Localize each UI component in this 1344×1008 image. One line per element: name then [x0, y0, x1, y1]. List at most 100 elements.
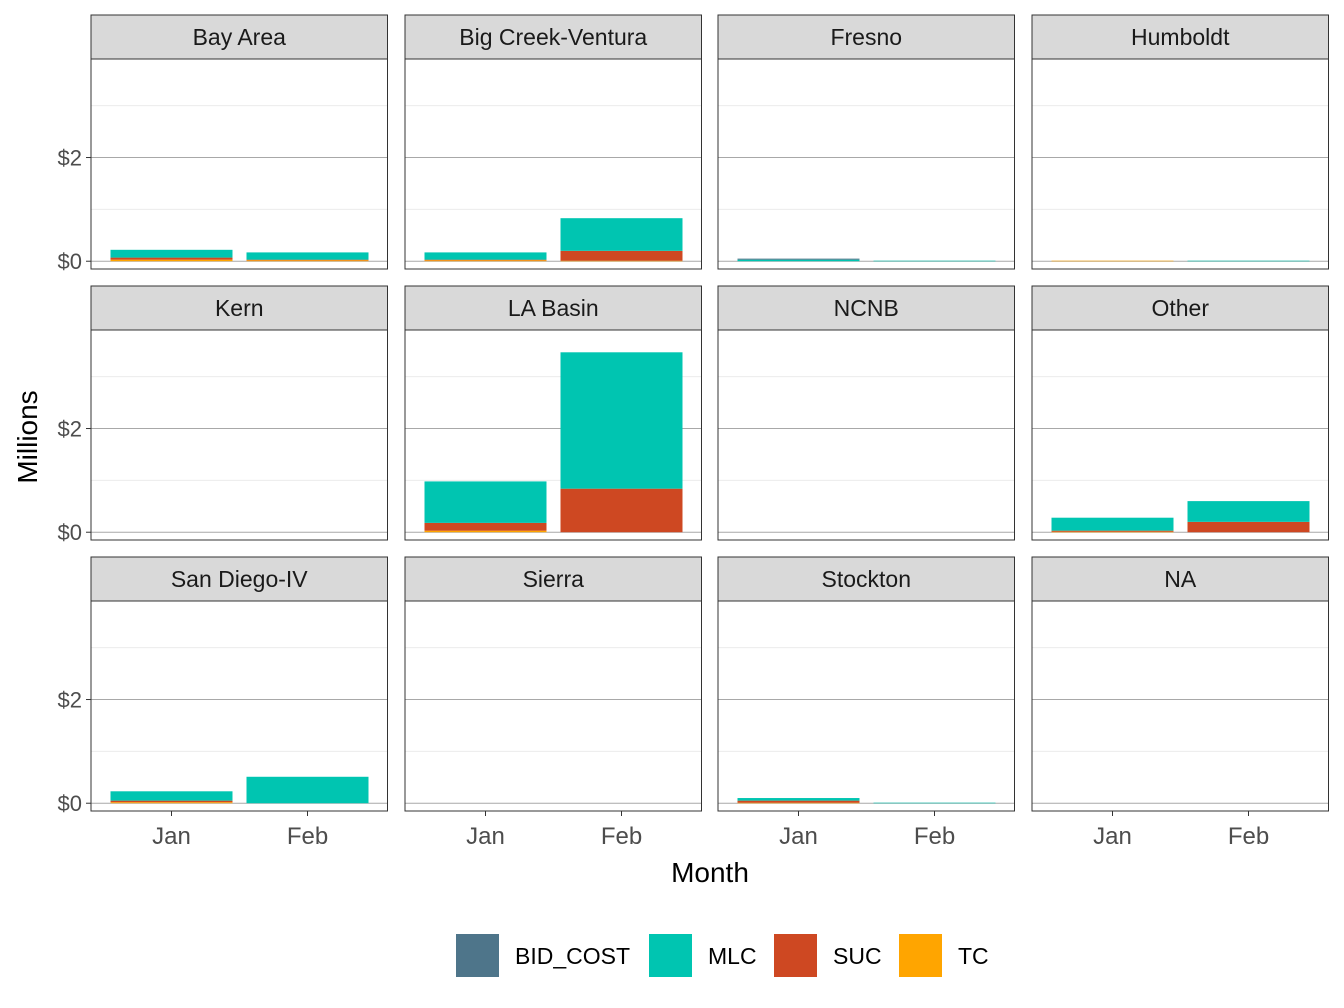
x-tick-label: Feb — [1228, 823, 1269, 850]
facet-strip — [90, 556, 388, 602]
x-tick-label: Feb — [914, 823, 955, 850]
bar-segment-mlc — [873, 802, 996, 804]
facet-panel: NCNB — [717, 285, 1015, 541]
x-tick-label: Jan — [779, 823, 818, 850]
bar-segment-mlc — [424, 481, 547, 523]
facet-panel: Kern — [90, 285, 388, 541]
panel-border — [717, 329, 1015, 541]
facet-strip — [90, 14, 388, 60]
legend-label: MLC — [708, 943, 757, 969]
bar-segment-tc — [246, 260, 369, 262]
panel-background — [91, 59, 388, 269]
legend-item: BID_COST — [456, 934, 630, 977]
legend-swatch — [774, 934, 817, 977]
bar-segment-tc — [110, 802, 233, 804]
facet-panel: Fresno — [717, 14, 1015, 270]
legend-label: TC — [958, 943, 989, 969]
panel-background — [91, 601, 388, 811]
legend-item: SUC — [774, 934, 882, 977]
panel-background — [718, 601, 1015, 811]
legend: BID_COST MLC SUC TC — [456, 934, 989, 977]
x-tick-label: Feb — [601, 823, 642, 850]
facet-panel: Stockton — [717, 556, 1015, 812]
bar-segment-mlc — [246, 776, 369, 804]
facet-panel: Bay Area — [90, 14, 388, 270]
panel-background — [718, 59, 1015, 269]
bar-segment-mlc — [110, 249, 233, 258]
bar-segment-mlc — [873, 260, 996, 262]
x-tick-label: Jan — [152, 823, 191, 850]
bar-segment-mlc — [1187, 501, 1310, 522]
bar-segment-suc — [110, 800, 233, 803]
facet-strip-label: NA — [1164, 566, 1197, 592]
panel-background — [718, 330, 1015, 540]
facet-strip — [404, 285, 702, 331]
panel-border — [1031, 329, 1329, 541]
y-tick-label: $0 — [58, 520, 82, 545]
x-tick-label: Jan — [466, 823, 505, 850]
facet-strip-label: Humboldt — [1131, 24, 1230, 50]
bar-segment-bid-cost — [737, 258, 860, 260]
bar-segment-suc — [246, 259, 369, 261]
panel-border — [90, 58, 388, 270]
y-tick-label: $2 — [58, 688, 82, 713]
panel-border — [717, 58, 1015, 270]
facet-strip — [1031, 285, 1329, 331]
facet-panel: San Diego-IV — [90, 556, 388, 812]
panel-border — [404, 600, 702, 812]
bar-segment-tc — [737, 802, 860, 804]
bar-segment-suc — [110, 257, 233, 260]
bar-segment-mlc — [560, 352, 683, 489]
bar-segment-suc — [424, 522, 547, 531]
bar-segment-suc — [737, 800, 860, 803]
facet-strip-label: Fresno — [830, 24, 902, 50]
bar-segment-tc — [1051, 531, 1174, 533]
panel-border — [404, 329, 702, 541]
x-tick-label: Jan — [1093, 823, 1132, 850]
bar-segment-mlc — [560, 218, 683, 251]
y-tick-label: $0 — [58, 791, 82, 816]
y-axes: $0 $2 $0 $2 $0 $2 — [58, 146, 91, 816]
panel-border — [1031, 600, 1329, 812]
legend-swatch — [649, 934, 692, 977]
bar-segment-suc — [424, 259, 547, 261]
legend-label: SUC — [833, 943, 882, 969]
facet-panel: NA — [1031, 556, 1329, 812]
x-tick-label: Feb — [287, 823, 328, 850]
facet-panel: Other — [1031, 285, 1329, 541]
facet-strip — [717, 556, 1015, 602]
facet-panel: Big Creek-Ventura — [404, 14, 702, 270]
facet-strip-label: LA Basin — [508, 295, 599, 321]
panel-border — [90, 600, 388, 812]
panel-border — [717, 600, 1015, 812]
facet-strip-label: Sierra — [523, 566, 585, 592]
bar-segment-tc — [110, 259, 233, 262]
facet-strip-label: San Diego-IV — [171, 566, 308, 592]
bar-segment-mlc — [737, 259, 860, 262]
bar-segment-mlc — [1187, 260, 1310, 262]
facet-strip — [1031, 14, 1329, 60]
facet-strip-label: Big Creek-Ventura — [459, 24, 647, 50]
bar-segment-mlc — [1051, 517, 1174, 531]
panel-background — [405, 601, 702, 811]
bar-segment-tc — [1051, 260, 1174, 262]
facet-strip — [717, 14, 1015, 60]
panel-border — [90, 329, 388, 541]
bar-segment-mlc — [737, 798, 860, 801]
legend-swatch — [456, 934, 499, 977]
facet-panel: LA Basin — [404, 285, 702, 541]
facet-panel: Humboldt — [1031, 14, 1329, 270]
panel-border — [404, 58, 702, 270]
y-tick-label: $0 — [58, 249, 82, 274]
facet-strip-label: NCNB — [834, 295, 899, 321]
facet-strip-label: Kern — [215, 295, 264, 321]
bar-segment-suc — [1051, 530, 1174, 532]
bar-segment-tc — [424, 260, 547, 262]
bar-segment-suc — [560, 250, 683, 261]
x-axis-title: Month — [671, 857, 749, 888]
panel-background — [1032, 601, 1329, 811]
y-axis-title: Millions — [12, 390, 43, 483]
legend-label: BID_COST — [515, 943, 630, 969]
facet-panel: Sierra — [404, 556, 702, 812]
